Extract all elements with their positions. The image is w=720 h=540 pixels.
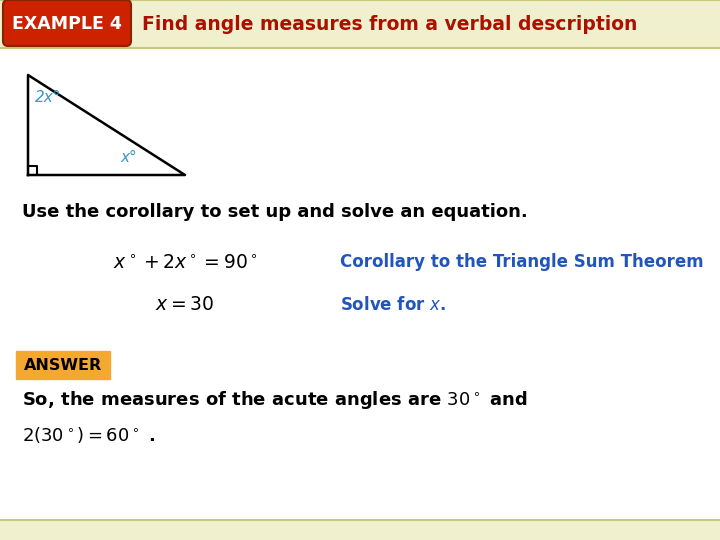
- FancyBboxPatch shape: [3, 0, 131, 46]
- Text: Solve for $x$.: Solve for $x$.: [340, 296, 446, 314]
- Text: EXAMPLE 4: EXAMPLE 4: [12, 15, 122, 33]
- Bar: [0, 48, 720, 520]
- Text: $x^\circ + 2x^\circ = 90^\circ$: $x^\circ + 2x^\circ = 90^\circ$: [112, 253, 258, 272]
- Text: ANSWER: ANSWER: [24, 357, 102, 373]
- Text: Find angle measures from a verbal description: Find angle measures from a verbal descri…: [142, 15, 637, 33]
- Bar: [0, 520, 720, 540]
- Text: Use the corollary to set up and solve an equation.: Use the corollary to set up and solve an…: [22, 203, 528, 221]
- Text: 2x°: 2x°: [35, 90, 61, 105]
- Text: $x = 30$: $x = 30$: [156, 295, 215, 314]
- Text: x°: x°: [120, 150, 137, 165]
- Text: Corollary to the Triangle Sum Theorem: Corollary to the Triangle Sum Theorem: [340, 253, 703, 271]
- FancyBboxPatch shape: [16, 351, 110, 379]
- Bar: [0, 0, 720, 48]
- Text: $2(30^\circ) = 60^\circ$ .: $2(30^\circ) = 60^\circ$ .: [22, 425, 156, 445]
- Text: So, the measures of the acute angles are $30^\circ$ and: So, the measures of the acute angles are…: [22, 389, 528, 411]
